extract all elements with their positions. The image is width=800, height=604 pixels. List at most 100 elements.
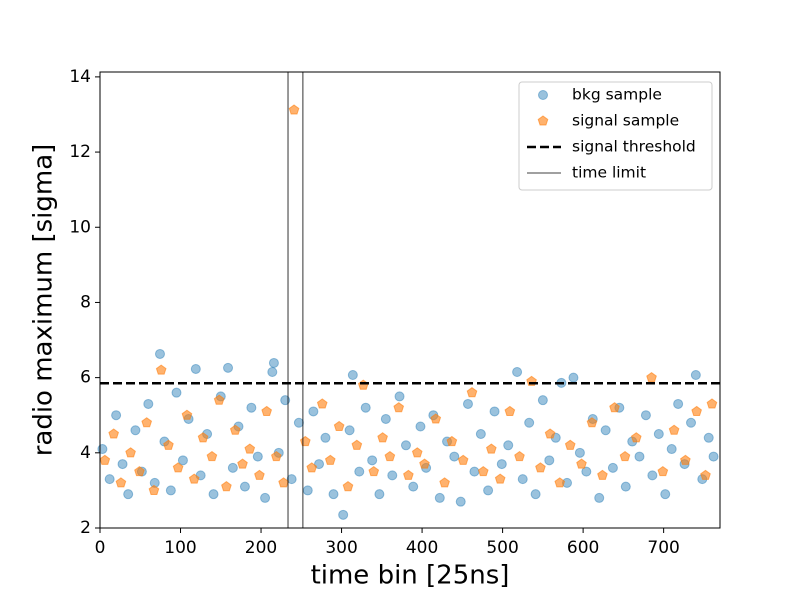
point: [261, 405, 273, 417]
point: [254, 469, 265, 480]
point: [367, 455, 378, 466]
point: [155, 364, 167, 375]
point: [586, 417, 598, 428]
point: [190, 363, 201, 374]
point: [475, 429, 486, 440]
point: [462, 398, 473, 409]
point: [466, 387, 478, 398]
point: [280, 395, 291, 406]
point: [706, 398, 718, 409]
point: [403, 469, 414, 480]
point: [344, 425, 355, 436]
point: [691, 405, 702, 417]
point: [134, 465, 145, 477]
point: [141, 417, 153, 428]
point: [286, 474, 297, 485]
x-tick-label: 700: [647, 538, 679, 558]
point: [449, 451, 460, 462]
point: [302, 485, 313, 496]
point: [666, 444, 677, 455]
legend-label: time limit: [572, 164, 646, 182]
point: [657, 465, 669, 477]
point: [630, 432, 642, 443]
point: [125, 447, 136, 458]
point: [537, 395, 548, 406]
point: [646, 372, 657, 383]
point: [171, 387, 182, 398]
point: [673, 398, 684, 409]
point: [607, 462, 618, 473]
point: [206, 450, 218, 462]
point: [503, 440, 514, 451]
point: [288, 104, 300, 115]
point: [208, 489, 219, 500]
point: [360, 402, 371, 413]
point: [268, 357, 279, 368]
point: [620, 481, 631, 492]
point: [415, 421, 426, 432]
point: [374, 489, 385, 500]
point: [328, 489, 339, 500]
y-tick-label: 12: [69, 142, 91, 162]
point: [123, 489, 134, 500]
point: [181, 409, 193, 420]
point: [564, 439, 576, 450]
legend-marker: [538, 90, 548, 100]
x-axis-label: time bin [25ns]: [311, 561, 510, 591]
point: [246, 402, 257, 413]
point: [239, 481, 250, 492]
point: [581, 466, 592, 477]
point: [316, 398, 328, 409]
point: [213, 394, 225, 405]
y-tick-label: 2: [80, 518, 91, 538]
point: [700, 469, 711, 480]
point: [333, 420, 345, 432]
legend-label: signal threshold: [572, 138, 696, 156]
point: [680, 454, 691, 465]
point: [530, 489, 541, 500]
point: [357, 379, 369, 390]
legend-label: signal sample: [572, 112, 679, 130]
point: [514, 450, 525, 462]
point: [267, 366, 278, 377]
point: [483, 485, 494, 496]
point: [469, 466, 480, 477]
y-tick-label: 10: [69, 217, 91, 237]
point: [434, 492, 445, 503]
point: [647, 470, 658, 481]
point: [306, 462, 318, 473]
point: [430, 413, 442, 424]
point: [229, 424, 241, 435]
point: [568, 372, 579, 383]
legend-frame: [518, 81, 713, 191]
point: [308, 406, 319, 417]
legend: bkg sample signal sample signal threshold t…: [518, 81, 713, 191]
point: [172, 462, 184, 473]
point: [609, 402, 620, 413]
point: [252, 451, 263, 462]
point: [293, 417, 304, 428]
point: [154, 348, 165, 359]
y-tick-label: 4: [80, 443, 91, 463]
point: [278, 477, 289, 488]
point: [393, 402, 405, 413]
point: [535, 462, 546, 473]
point: [244, 443, 256, 454]
point: [660, 489, 671, 500]
point: [188, 473, 200, 484]
point: [634, 451, 645, 462]
point: [446, 435, 458, 447]
point: [111, 410, 122, 421]
point: [517, 474, 528, 485]
point: [338, 509, 349, 520]
x-tick-label: 600: [567, 538, 599, 558]
point: [177, 455, 188, 466]
y-axis-label: radio maximum [sigma]: [29, 144, 59, 457]
point: [97, 444, 108, 455]
point: [260, 492, 271, 503]
point: [320, 432, 331, 443]
point: [554, 477, 566, 488]
point: [686, 417, 697, 428]
point: [524, 417, 535, 428]
